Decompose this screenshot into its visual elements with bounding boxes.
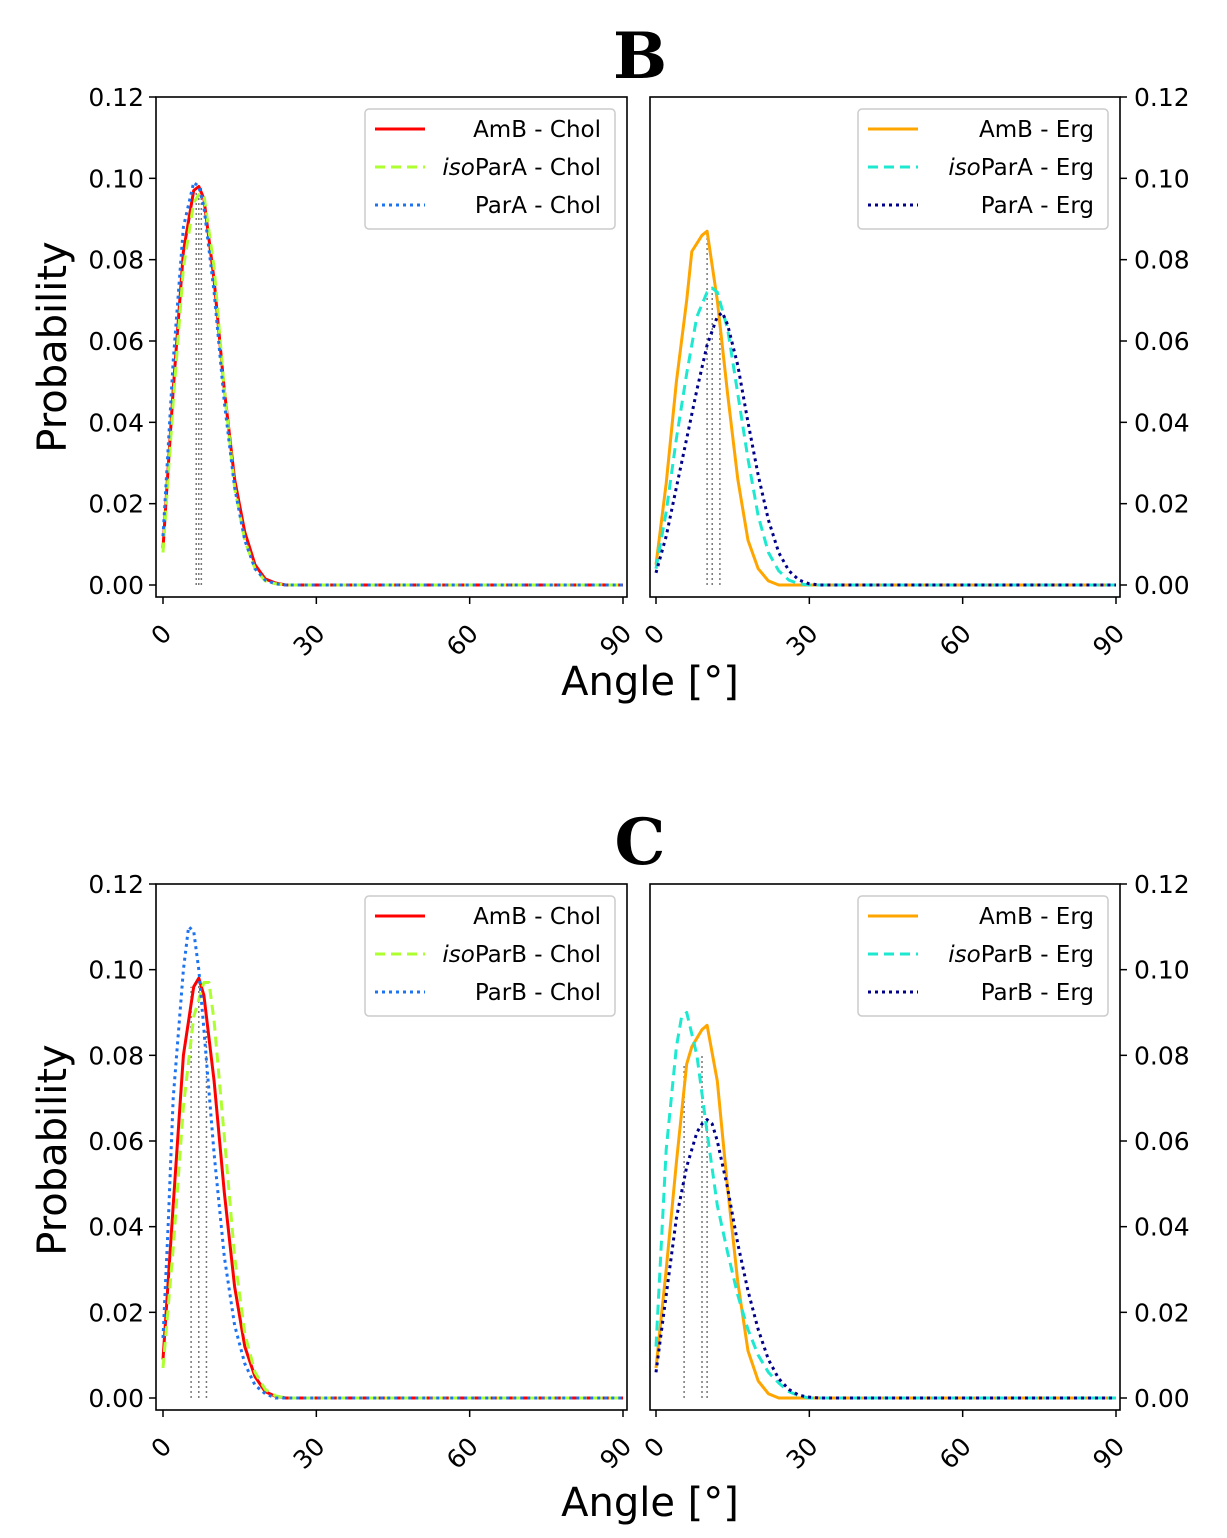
legend-entry-italic-prefix: iso — [948, 155, 980, 181]
x-tick-label: 60 — [441, 619, 484, 662]
x-tick-label: 0 — [638, 619, 670, 651]
x-tick-label: 30 — [288, 619, 331, 662]
x-tick-label: 30 — [781, 1432, 824, 1475]
legend-entry-rest: ParB - Chol — [475, 942, 601, 968]
panel-letter-c: C — [615, 805, 666, 880]
y-tick-label: 0.10 — [1134, 164, 1190, 193]
x-tick-label: 0 — [145, 619, 177, 651]
y-tick-label: 0.12 — [88, 870, 144, 899]
y-tick-label: 0.06 — [1134, 1127, 1190, 1156]
y-tick-label: 0.10 — [88, 956, 144, 985]
y-tick-label: 0.00 — [1134, 1384, 1190, 1413]
series-line-para-erg — [654, 311, 1116, 587]
y-tick-label: 0.04 — [88, 1213, 144, 1242]
legend-entry-italic-prefix: iso — [442, 155, 474, 181]
y-tick-label: 0.08 — [88, 246, 144, 275]
y-tick-label: 0.04 — [1134, 408, 1190, 437]
series-line-amb-erg — [654, 1023, 1116, 1400]
series-line-isopara-chol — [161, 193, 623, 587]
x-tick-label: 90 — [1087, 1432, 1130, 1475]
x-axis-title: Angle [°] — [561, 1480, 739, 1526]
legend-entry: AmB - Erg — [979, 904, 1094, 930]
legend-entry: ParB - Chol — [475, 980, 601, 1006]
legend-entry-italic-prefix: iso — [442, 942, 474, 968]
series-line-isopara-erg — [654, 286, 1116, 587]
y-tick-label: 0.10 — [88, 164, 144, 193]
y-tick-label: 0.12 — [1134, 83, 1190, 112]
legend-entry: isoParA - Erg — [948, 155, 1094, 181]
legend-entry: isoParA - Chol — [442, 155, 601, 181]
x-tick-label: 30 — [288, 1432, 331, 1475]
legend-frame — [364, 108, 616, 230]
x-tick-label: 90 — [1087, 619, 1130, 662]
y-tick-label: 0.08 — [88, 1041, 144, 1070]
series-line-isoparb-erg — [654, 1011, 1116, 1400]
plot-frame — [649, 96, 1121, 598]
y-axis-title: Probability — [30, 1044, 76, 1255]
legend-entry-rest: ParA - Chol — [475, 155, 601, 181]
x-tick-label: 0 — [145, 1432, 177, 1464]
y-tick-label: 0.00 — [88, 571, 144, 600]
y-tick-label: 0.04 — [88, 408, 144, 437]
series-line-parb-erg — [654, 1118, 1116, 1400]
y-tick-label: 0.06 — [88, 1127, 144, 1156]
x-tick-label: 30 — [781, 619, 824, 662]
legend-entry: AmB - Erg — [979, 117, 1094, 143]
y-tick-label: 0.08 — [1134, 1041, 1190, 1070]
x-tick-label: 60 — [441, 1432, 484, 1475]
y-tick-label: 0.12 — [88, 83, 144, 112]
plot-frame — [155, 883, 628, 1411]
y-tick-label: 0.06 — [88, 327, 144, 356]
y-tick-label: 0.02 — [1134, 490, 1190, 519]
y-tick-label: 0.10 — [1134, 956, 1190, 985]
panel-letter-b: B — [613, 19, 667, 94]
plot-frame — [155, 96, 628, 598]
y-tick-label: 0.02 — [88, 1298, 144, 1327]
legend-entry-rest: ParA - Erg — [981, 155, 1094, 181]
legend-entry-rest: ParB - Erg — [981, 942, 1094, 968]
x-tick-label: 90 — [594, 1432, 637, 1475]
legend-frame — [364, 895, 616, 1017]
chart-B-right: 0.00 0.02 0.04 0.06 0.08 0.10 0.12 0 30 60 90 AmB -… — [638, 83, 1189, 662]
y-tick-label: 0.12 — [1134, 870, 1190, 899]
y-tick-label: 0.06 — [1134, 327, 1190, 356]
x-tick-label: 0 — [638, 1432, 670, 1464]
chart-B-left: 0.00 0.02 0.04 0.06 0.08 0.10 0.12 0 30 60 90 AmB -… — [88, 83, 637, 662]
legend-frame — [857, 108, 1109, 230]
chart-C-right: 0.00 0.02 0.04 0.06 0.08 0.10 0.12 0 30 60 90 AmB -… — [638, 870, 1189, 1475]
y-tick-label: 0.00 — [88, 1384, 144, 1413]
y-tick-label: 0.08 — [1134, 246, 1190, 275]
x-tick-label: 60 — [934, 1432, 977, 1475]
x-tick-label: 90 — [594, 619, 637, 662]
y-axis-title: Probability — [30, 241, 76, 452]
legend-entry: isoParB - Erg — [948, 942, 1094, 968]
y-tick-label: 0.04 — [1134, 1213, 1190, 1242]
legend-entry-italic-prefix: iso — [948, 942, 980, 968]
x-axis-title: Angle [°] — [561, 659, 739, 705]
y-tick-label: 0.00 — [1134, 571, 1190, 600]
series-line-para-chol — [161, 180, 623, 587]
legend-entry: ParA - Chol — [475, 193, 601, 219]
series-line-amb-chol — [161, 185, 623, 587]
legend-frame — [857, 895, 1109, 1017]
chart-C-left: 0.00 0.02 0.04 0.06 0.08 0.10 0.12 0 30 60 90 AmB -… — [88, 870, 637, 1475]
series-line-amb-erg — [654, 229, 1116, 587]
series-line-amb-chol — [161, 976, 623, 1400]
plot-frame — [649, 883, 1121, 1411]
series-line-isoparb-chol — [161, 981, 623, 1400]
x-tick-label: 60 — [934, 619, 977, 662]
legend-entry: isoParB - Chol — [442, 942, 601, 968]
legend-entry: ParB - Erg — [981, 980, 1094, 1006]
legend-entry: AmB - Chol — [473, 904, 601, 930]
y-tick-label: 0.02 — [1134, 1298, 1190, 1327]
y-tick-label: 0.02 — [88, 490, 144, 519]
legend-entry: ParA - Erg — [981, 193, 1094, 219]
legend-entry: AmB - Chol — [473, 117, 601, 143]
